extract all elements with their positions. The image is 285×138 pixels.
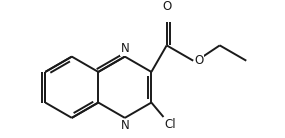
Text: O: O bbox=[162, 0, 171, 13]
Text: Cl: Cl bbox=[164, 118, 176, 131]
Text: N: N bbox=[121, 119, 129, 132]
Text: O: O bbox=[195, 54, 204, 67]
Text: N: N bbox=[121, 42, 129, 55]
